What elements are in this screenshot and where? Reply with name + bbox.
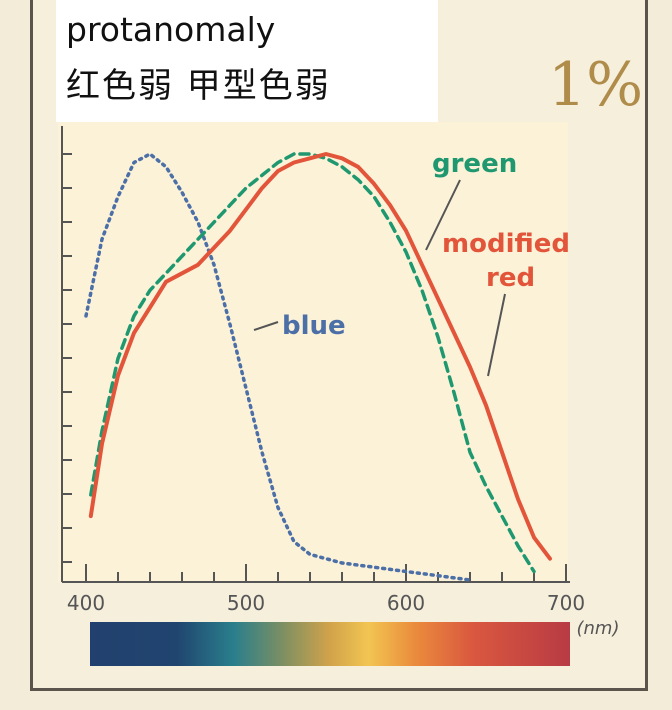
blue-series-line: [84, 152, 472, 582]
x-tick-label: 400: [67, 591, 105, 615]
axes: [61, 126, 570, 583]
percent-label: 1%: [548, 50, 644, 120]
x-tick-label: 500: [227, 591, 265, 615]
annotation-modified: modified: [442, 229, 570, 259]
series-lines: [84, 152, 552, 582]
annotation-green: green: [432, 149, 517, 179]
x-unit-label: (nm): [577, 618, 620, 639]
pointer-green: [425, 179, 461, 251]
spectrum-bar: [90, 622, 570, 666]
annotation-red: red: [486, 263, 535, 293]
title-label-box: protanomaly 红色弱 甲型色弱: [56, 0, 438, 122]
annotation-blue: blue: [282, 311, 346, 341]
green-series-line: [89, 152, 536, 574]
pointer-blue: [253, 321, 279, 331]
plot-background: [58, 122, 568, 582]
title-en: protanomaly: [66, 10, 276, 49]
pointer-red: [487, 293, 506, 377]
x-tick-label: 700: [547, 591, 585, 615]
title-zh: 红色弱 甲型色弱: [66, 66, 331, 106]
x-tick-label: 600: [387, 591, 425, 615]
red-series-line: [88, 152, 552, 561]
